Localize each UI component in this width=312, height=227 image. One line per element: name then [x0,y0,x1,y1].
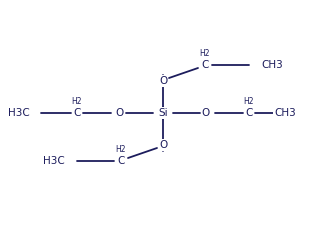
Text: C: C [201,60,209,70]
Text: CH3: CH3 [261,60,283,70]
Text: H3C: H3C [8,108,30,118]
Text: H2: H2 [116,145,126,153]
Text: C: C [117,156,125,166]
Text: O: O [202,108,210,118]
Text: C: C [73,108,81,118]
Text: O: O [159,76,167,86]
Text: H2: H2 [200,49,210,57]
Text: O: O [116,108,124,118]
Text: H2: H2 [72,96,82,106]
Text: H3C: H3C [43,156,65,166]
Text: CH3: CH3 [274,108,296,118]
Text: H2: H2 [244,96,254,106]
Text: O: O [159,140,167,150]
Text: C: C [245,108,253,118]
Text: Si: Si [158,108,168,118]
